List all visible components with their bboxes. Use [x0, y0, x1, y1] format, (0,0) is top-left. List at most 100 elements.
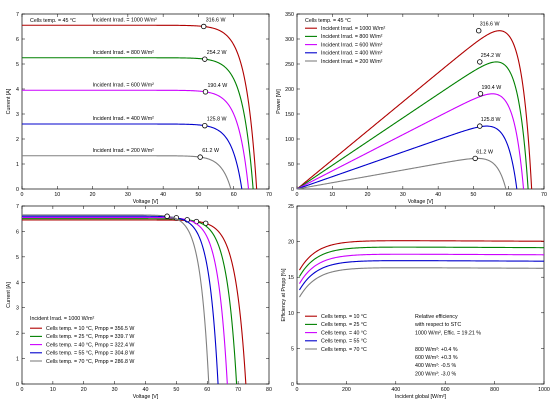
y-tick-label: 0	[16, 187, 19, 193]
x-axis-label: Voltage [V]	[408, 199, 434, 205]
x-tick-label: 20	[81, 387, 87, 393]
panel-3: 0 10 20 30 40 50 60 70 80 0 1 2 3 4 5 6 7 Voltage [V] Curr…	[6, 204, 272, 400]
series-label: Incident Irrad. = 1000 W/m²	[93, 17, 158, 23]
y-tick-label: 2	[16, 137, 19, 143]
mpp-marker	[477, 91, 484, 97]
panel-4: 0 200 400 600 800 1000 0 5 10 15 20 25 Incident glob…	[281, 204, 550, 400]
y-tick-label: 10	[288, 311, 294, 317]
x-tick-label: 30	[125, 192, 131, 198]
series-label: Incident Irrad. = 400 W/m²	[93, 116, 155, 122]
mpp-marker	[202, 56, 208, 62]
series-line	[22, 216, 228, 385]
annotation: Cells temp. = 45 °C	[30, 18, 76, 24]
efficiency-info-line: 400 W/m²: -0.5 %	[415, 363, 456, 369]
y-tick-label: 2	[16, 331, 19, 337]
y-tick-label: 350	[285, 12, 294, 18]
mpp-marker	[472, 155, 478, 162]
series-line	[298, 253, 544, 284]
x-tick-label: 70	[266, 192, 272, 198]
y-tick-label: 100	[285, 137, 294, 143]
y-tick-label: 5	[16, 255, 19, 261]
x-tick-label: 400	[391, 387, 400, 393]
x-tick-label: 50	[195, 192, 201, 198]
y-tick-label: 7	[16, 204, 19, 210]
series-line	[298, 240, 544, 271]
x-axis-label: Voltage [V]	[133, 199, 159, 205]
y-axis-label: Efficiency at Pmpp [%]	[281, 268, 287, 321]
y-tick-label: 200	[285, 87, 294, 93]
legend-label: Incident Irrad. = 800 W/m²	[321, 34, 383, 40]
y-tick-label: 6	[16, 229, 19, 235]
y-tick-label: 20	[288, 240, 294, 246]
y-axis-label: Power [W]	[276, 89, 282, 114]
y-tick-label: 4	[16, 87, 19, 93]
legend-label: Cells temp. = 25 °C, Pmpp = 339.7 W	[46, 334, 134, 340]
series-line	[298, 246, 544, 277]
x-tick-label: 0	[296, 192, 299, 198]
x-axis-label: Voltage [V]	[133, 394, 159, 400]
mpp-marker	[477, 59, 483, 65]
series-line	[22, 155, 232, 190]
x-tick-label: 70	[235, 387, 241, 393]
annotation: Cells temp. = 45 °C	[305, 18, 351, 24]
series-line	[296, 93, 525, 190]
y-tick-label: 300	[285, 37, 294, 43]
mpp-label: 316.6 W	[206, 17, 226, 23]
mpp-marker	[197, 154, 203, 160]
y-tick-label: 50	[288, 162, 294, 168]
series-line	[296, 30, 533, 190]
legend-label: Cells temp. = 10 °C, Pmpp = 356.5 W	[46, 326, 134, 332]
y-tick-label: 7	[16, 12, 19, 18]
panel-2: 0 10 20 30 40 50 60 70 0 50 100 150 200 250 300 350 Volt…	[276, 12, 547, 205]
series-line	[298, 260, 545, 291]
y-tick-label: 0	[291, 382, 294, 388]
series-line	[22, 24, 258, 190]
legend-label: Cells temp. = 70 °C	[321, 347, 367, 353]
mpp-label: 190.4 W	[481, 85, 501, 91]
efficiency-info-line: with respect to STC	[415, 322, 461, 328]
plot-frame	[21, 205, 270, 385]
x-tick-label: 60	[204, 387, 210, 393]
y-tick-label: 150	[285, 112, 294, 118]
mpp-marker	[164, 213, 170, 219]
x-tick-label: 70	[541, 192, 547, 198]
mpp-label: 254.2 W	[481, 53, 501, 59]
series-line	[22, 57, 254, 190]
legend-label: Cells temp. = 40 °C, Pmpp = 322.4 W	[46, 342, 134, 348]
y-tick-label: 0	[291, 187, 294, 193]
x-tick-label: 10	[50, 387, 56, 393]
y-tick-label: 1	[16, 357, 19, 363]
series-line	[296, 157, 507, 190]
y-tick-label: 15	[288, 275, 294, 281]
series-label: Incident Irrad. = 600 W/m²	[93, 82, 155, 88]
mpp-marker	[201, 23, 207, 30]
x-tick-label: 1000	[538, 387, 550, 393]
legend-label: Cells temp. = 55 °C	[321, 339, 367, 345]
series-line	[22, 219, 247, 385]
series-label: Incident Irrad. = 200 W/m²	[93, 148, 155, 154]
legend-label: Incident Irrad. = 400 W/m²	[321, 51, 383, 57]
x-tick-label: 60	[231, 192, 237, 198]
mpp-label: 316.6 W	[480, 22, 500, 28]
mpp-marker	[476, 28, 482, 34]
series-label: Incident Irrad. = 800 W/m²	[93, 50, 155, 56]
x-tick-label: 600	[441, 387, 450, 393]
x-tick-label: 30	[112, 387, 118, 393]
x-tick-label: 40	[435, 192, 441, 198]
plot-frame	[21, 13, 270, 190]
mpp-label: 125.8 W	[207, 117, 227, 123]
y-tick-label: 0	[16, 382, 19, 388]
x-tick-label: 0	[21, 387, 24, 393]
x-tick-label: 30	[400, 192, 406, 198]
efficiency-info-line: 200 W/m²: -3.0 %	[415, 371, 456, 377]
series-line	[22, 215, 219, 385]
x-tick-label: 60	[506, 192, 512, 198]
mpp-label: 254.2 W	[207, 50, 227, 56]
mpp-label: 61.2 W	[202, 148, 219, 154]
legend-label: Cells temp. = 10 °C	[321, 314, 367, 320]
y-tick-label: 1	[16, 162, 19, 168]
mpp-marker	[202, 89, 209, 95]
series-line	[22, 89, 250, 190]
y-tick-label: 3	[16, 306, 19, 312]
